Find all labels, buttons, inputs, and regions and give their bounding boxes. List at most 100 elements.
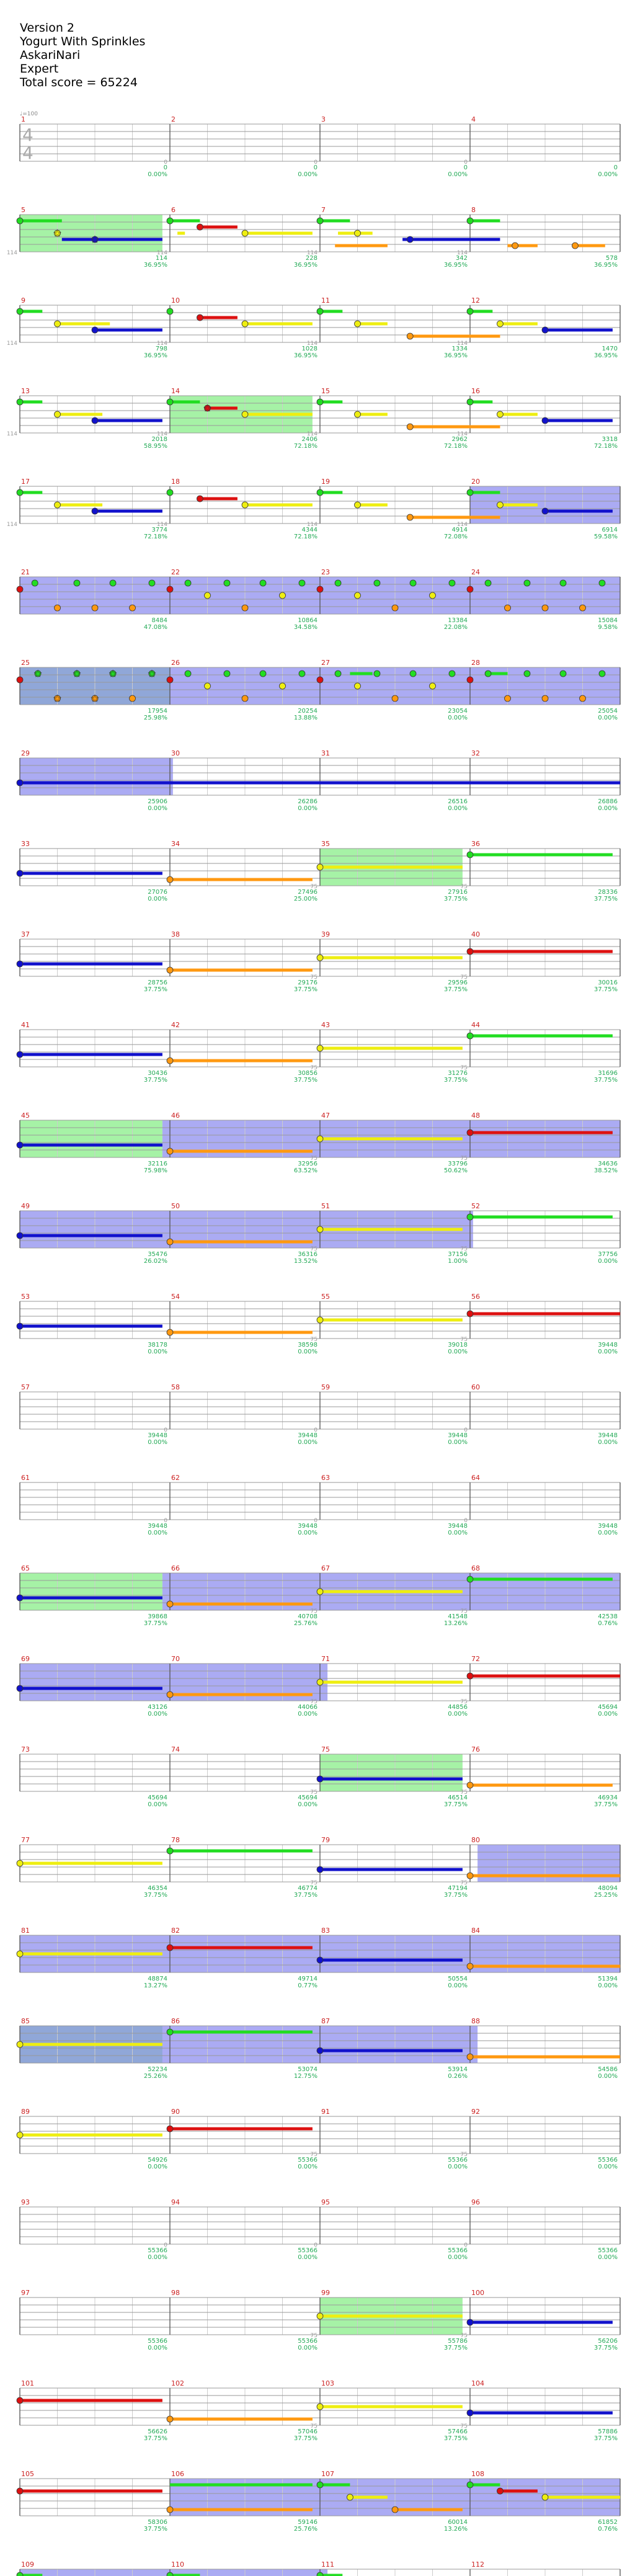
note-count: 75 [311,1246,318,1252]
note-gem [354,501,361,509]
note-gem [497,2487,504,2495]
note-gem [316,2047,324,2054]
note-gem [241,411,249,418]
measure-number: 109 [21,2560,34,2569]
measure-score: 46514 [448,1794,468,1801]
measure-percent: 72.18% [444,443,468,450]
solo-section [320,1754,463,1791]
note-count: 114 [157,431,167,437]
measure-number: 71 [321,1655,330,1663]
difficulty-label: Expert [20,62,59,76]
measure-score: 23054 [448,708,468,715]
measure-number: 94 [171,2198,180,2206]
measure-number: 64 [471,1474,480,1482]
note-gem [448,670,456,677]
measure-score: 10864 [298,617,318,624]
note-count: 75 [311,1880,318,1886]
measure-percent: 34.58% [294,624,318,631]
note-gem [16,217,24,225]
note-gem [316,1316,324,1324]
note-count: 75 [461,1789,468,1796]
measure-score: 38598 [298,1342,318,1348]
measure-score: 42538 [598,1613,618,1620]
charter-name: AskariNari [20,48,81,62]
note-gem [484,579,492,587]
note-count: 0 [464,1518,468,1524]
measure-percent: 0.00% [298,1439,318,1446]
measure-number: 3 [321,115,326,123]
measure-number: 73 [21,1745,30,1754]
note-count: 75 [311,1156,318,1162]
measure-number: 107 [321,2470,334,2478]
tempo-marker: ♩=100 [20,111,38,117]
note-gem [241,230,249,237]
note-gem [184,579,192,587]
note-gem [466,676,474,684]
star-note: ★ [148,668,156,679]
total-score: Total score = 65224 [20,76,138,89]
note-gem [91,604,99,612]
measure-score: 2962 [452,436,468,443]
measure-score: 39448 [448,1432,468,1439]
measure-score: 29176 [298,979,318,986]
note-gem [406,332,414,340]
measure-number: 76 [471,1745,480,1754]
measure-percent: 36.95% [294,352,318,359]
measure-number: 22 [171,568,180,576]
note-count: 75 [461,1065,468,1071]
measure-score: 25054 [598,708,618,715]
note-count: 114 [457,522,468,528]
measure-percent: 37.75% [594,2345,618,2351]
note-gem [316,2572,324,2576]
measure-number: 112 [471,2560,484,2569]
note-gem [109,579,117,587]
star-power-section [20,2569,328,2576]
note-gem [497,501,504,509]
measure-percent: 0.00% [598,2254,618,2261]
note-count: 75 [311,1699,318,1705]
measure-score: 39448 [298,1523,318,1530]
measure-number: 5 [21,206,25,214]
measure-percent: 12.75% [294,2073,318,2080]
measure-number: 58 [171,1383,180,1391]
measure-number: 90 [171,2108,180,2116]
note-gem [166,217,174,225]
note-gem [466,586,474,593]
note-gem [166,2415,174,2423]
measure-score: 57046 [298,2428,318,2435]
measure-number: 28 [471,659,480,667]
measure-score: 30016 [598,979,618,986]
note-gem [466,948,474,955]
note-count: 114 [457,431,468,437]
measure-percent: 0.00% [298,1348,318,1355]
measure-score: 38178 [148,1342,167,1348]
measure-score: 46934 [598,1794,618,1801]
measure-score: 32116 [148,1161,167,1167]
note-gem [448,579,456,587]
measure-number: 69 [21,1655,30,1663]
measure-number: 53 [21,1293,30,1301]
note-gem [16,398,24,406]
measure-percent: 0.00% [448,715,468,721]
measure-percent: 0.00% [298,1711,318,1718]
measure-percent: 0.00% [598,1348,618,1355]
note-gem [73,579,81,587]
note-count: 75 [311,1337,318,1343]
measure-percent: 37.75% [294,1892,318,1899]
measure-percent: 0.00% [448,805,468,812]
measure-percent: 37.75% [444,2345,468,2351]
measure-score: 31276 [448,1070,468,1077]
measure-percent: 37.75% [144,2526,167,2533]
note-gem [466,1575,474,1583]
measure-percent: 0.00% [148,1801,167,1808]
measure-score: 55786 [448,2338,468,2345]
note-gem [16,1232,24,1239]
note-gem [512,242,518,249]
note-gem [334,579,342,587]
note-gem [279,682,286,690]
measure-percent: 36.95% [144,262,167,269]
measure-score: 55366 [298,2247,318,2254]
measure-percent: 13.52% [294,1258,318,1265]
measure-number: 92 [471,2108,480,2116]
note-gem [598,670,606,677]
